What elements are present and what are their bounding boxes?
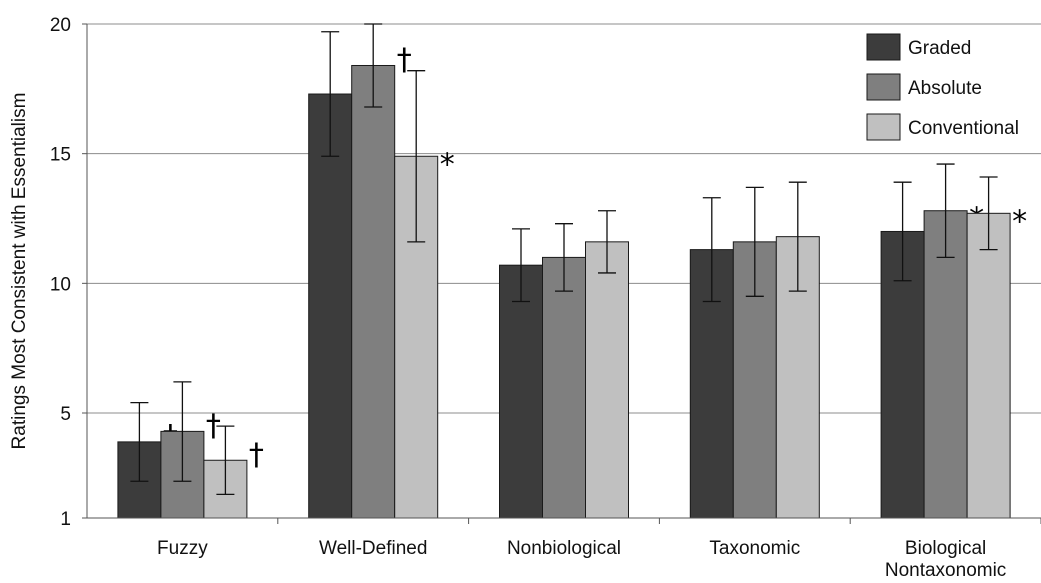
bar [542, 256, 586, 519]
legend-label: Absolute [908, 78, 982, 99]
x-category-label: Well-Defined [319, 538, 427, 559]
y-tick-label: 15 [50, 145, 71, 166]
significance-marker: * [1012, 204, 1027, 239]
legend: Graded Absolute Conventional [866, 33, 1019, 141]
y-tick-label: 1 [60, 509, 71, 530]
bar [923, 210, 968, 519]
x-axis: Fuzzy Well-Defined Nonbiological Taxonomic B… [87, 517, 1041, 581]
legend-swatch [866, 73, 901, 101]
y-tick-label: 10 [50, 274, 71, 295]
legend-swatch [866, 113, 901, 141]
legend-label: Graded [908, 38, 971, 59]
bar [351, 64, 396, 519]
x-category-label: Nonbiological [507, 538, 621, 559]
x-category-label: Taxonomic [709, 538, 800, 559]
x-category-label: Fuzzy [157, 538, 208, 559]
bar [966, 212, 1011, 519]
x-category-label: Biological [905, 538, 986, 559]
significance-marker: † [206, 408, 221, 443]
y-axis-label: Ratings Most Consistent with Essentialis… [9, 93, 30, 450]
y-tick-label: 5 [60, 404, 71, 425]
significance-marker: * [440, 147, 455, 182]
significance-marker: † [249, 437, 264, 472]
y-tick-label: 20 [50, 15, 71, 36]
x-category-label: Nontaxonomic [885, 560, 1006, 581]
legend-swatch [866, 33, 901, 61]
bar [499, 264, 543, 519]
bars: ††††*†** [117, 23, 1027, 519]
legend-label: Conventional [908, 118, 1019, 139]
bar [732, 241, 777, 519]
significance-marker: † [397, 42, 412, 77]
bar [585, 241, 629, 519]
bar [308, 93, 353, 519]
